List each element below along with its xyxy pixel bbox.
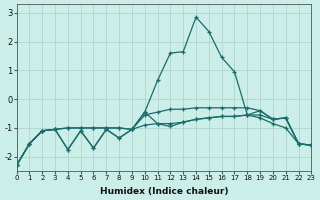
X-axis label: Humidex (Indice chaleur): Humidex (Indice chaleur) [100,187,228,196]
